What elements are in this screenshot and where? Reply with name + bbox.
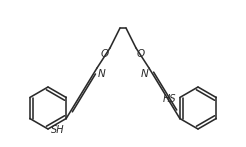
Text: O: O	[137, 49, 145, 59]
Text: SH: SH	[51, 125, 65, 135]
Text: HS: HS	[163, 93, 177, 103]
Text: O: O	[101, 49, 109, 59]
Text: N: N	[98, 69, 106, 79]
Text: N: N	[140, 69, 148, 79]
